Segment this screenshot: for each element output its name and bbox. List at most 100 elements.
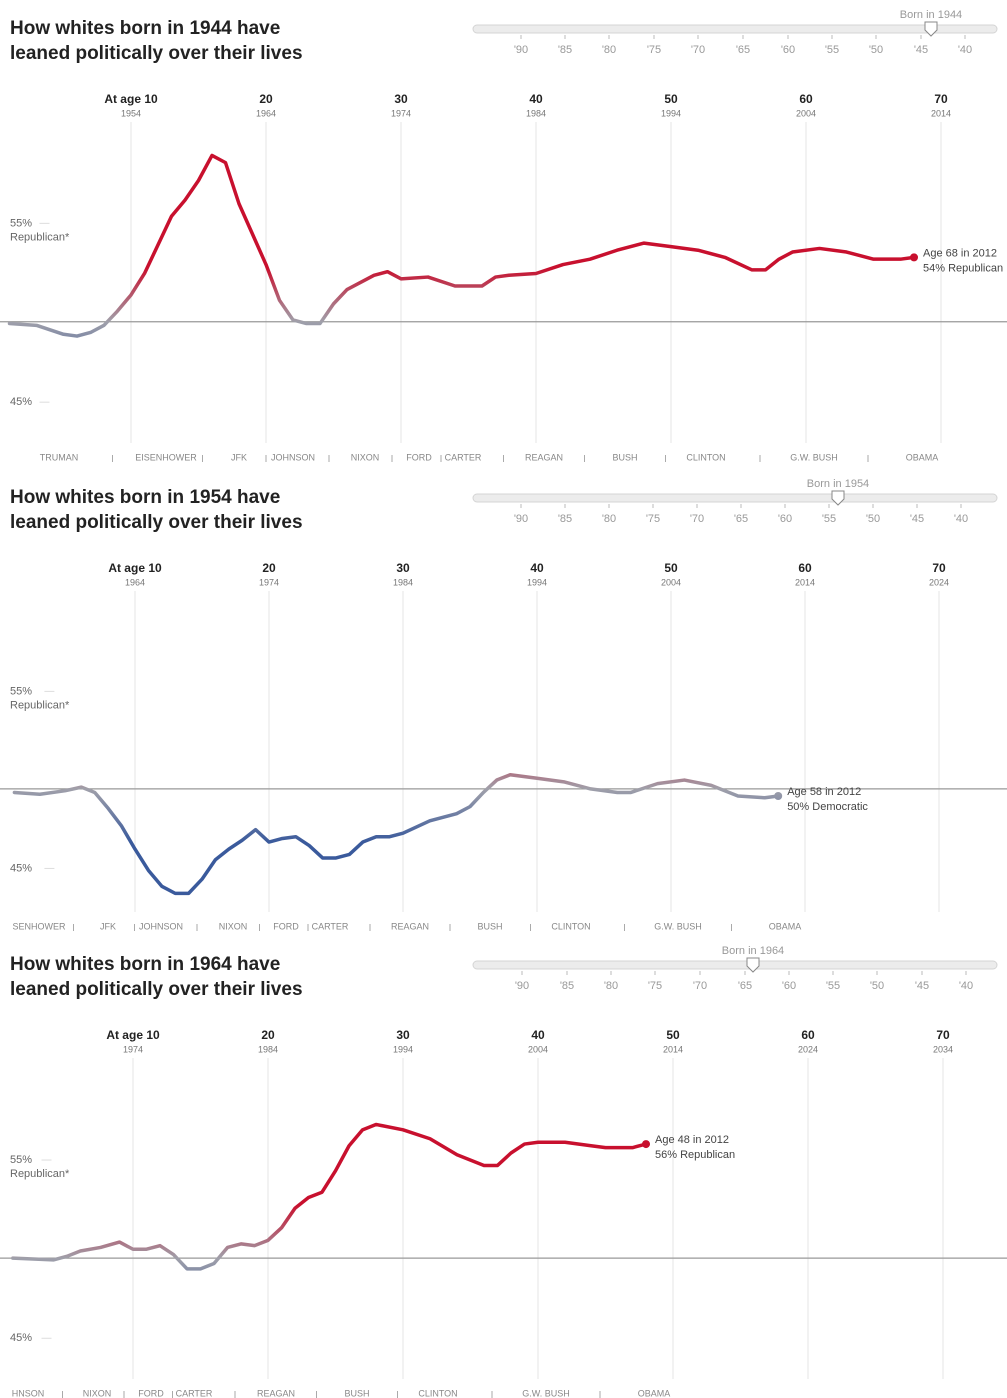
slider-tick-label: '50 bbox=[870, 980, 884, 992]
president-label: CARTER bbox=[445, 452, 482, 462]
end-point bbox=[774, 791, 783, 800]
x-tick-label: 70 bbox=[932, 561, 946, 575]
slider-label: Born in 1944 bbox=[900, 9, 962, 21]
slider-tick-label: '55 bbox=[825, 44, 839, 56]
y-tick-label: 55% bbox=[10, 1154, 32, 1166]
slider-thumb[interactable] bbox=[746, 957, 760, 973]
x-tick-year: 1984 bbox=[393, 577, 413, 587]
president-label: G.W. BUSH bbox=[790, 452, 838, 462]
president-label: NIXON bbox=[219, 921, 248, 931]
slider-tick-label: '75 bbox=[646, 513, 660, 525]
x-tick-year: 2024 bbox=[798, 1044, 818, 1054]
president-label: JOHNSON bbox=[271, 452, 315, 462]
x-tick-label: At age 10 bbox=[106, 1028, 160, 1042]
slider-tick-label: '80 bbox=[602, 44, 616, 56]
president-label: NIXON bbox=[351, 452, 380, 462]
president-label: HNSON bbox=[12, 1388, 45, 1398]
slider-tick-label: '40 bbox=[958, 44, 972, 56]
slider-tick-label: '55 bbox=[822, 513, 836, 525]
x-tick-year: 2014 bbox=[663, 1044, 683, 1054]
slider-tick-label: '85 bbox=[558, 44, 572, 56]
x-tick-year: 1984 bbox=[526, 108, 546, 118]
president-label: SENHOWER bbox=[12, 921, 66, 931]
annotation: Age 68 in 2012 bbox=[923, 247, 997, 259]
y-tick-label: 55% bbox=[10, 217, 32, 229]
slider-tick-label: '85 bbox=[560, 980, 574, 992]
annotation: Age 48 in 2012 bbox=[655, 1134, 729, 1146]
slider-thumb[interactable] bbox=[924, 21, 938, 37]
x-tick-year: 1954 bbox=[121, 108, 141, 118]
x-tick-label: 50 bbox=[664, 92, 678, 106]
x-tick-year: 1974 bbox=[259, 577, 279, 587]
president-label: FORD bbox=[273, 921, 299, 931]
x-tick-label: 40 bbox=[529, 92, 543, 106]
x-tick-year: 1974 bbox=[391, 108, 411, 118]
president-label: CLINTON bbox=[686, 452, 725, 462]
slider-tick-label: '45 bbox=[915, 980, 929, 992]
annotation: 54% Republican bbox=[923, 262, 1003, 274]
x-tick-year: 2024 bbox=[929, 577, 949, 587]
y-axis-label: Republican* bbox=[10, 231, 70, 243]
president-label: OBAMA bbox=[638, 1388, 671, 1398]
y-tick-label: 55% bbox=[10, 685, 32, 697]
slider-tick-label: '85 bbox=[558, 513, 572, 525]
chart-title: How whites born in 1954 have leaned poli… bbox=[10, 487, 303, 533]
series-line bbox=[7, 153, 916, 338]
x-tick-year: 2014 bbox=[795, 577, 815, 587]
x-tick-label: 60 bbox=[799, 92, 813, 106]
x-tick-label: 30 bbox=[396, 561, 410, 575]
president-label: BUSH bbox=[344, 1388, 369, 1398]
slider-thumb[interactable] bbox=[831, 490, 845, 506]
x-tick-year: 2004 bbox=[796, 108, 816, 118]
slider-tick-label: '65 bbox=[736, 44, 750, 56]
slider-tick-label: '60 bbox=[781, 44, 795, 56]
slider-tick-label: '90 bbox=[515, 980, 529, 992]
slider-tick-label: '50 bbox=[869, 44, 883, 56]
president-label: JFK bbox=[100, 921, 116, 931]
slider-tick-label: '70 bbox=[690, 513, 704, 525]
x-tick-label: At age 10 bbox=[104, 92, 158, 106]
president-label: CLINTON bbox=[551, 921, 590, 931]
x-tick-year: 1994 bbox=[527, 577, 547, 587]
slider-track bbox=[472, 24, 998, 34]
y-axis-label: Republican* bbox=[10, 699, 70, 711]
y-tick-label: 45% bbox=[10, 396, 32, 408]
x-tick-label: 20 bbox=[259, 92, 273, 106]
president-label: EISENHOWER bbox=[135, 452, 197, 462]
slider-track bbox=[472, 493, 998, 503]
president-label: OBAMA bbox=[769, 921, 802, 931]
president-label: OBAMA bbox=[906, 452, 939, 462]
president-label: CARTER bbox=[312, 921, 349, 931]
president-label: BUSH bbox=[477, 921, 502, 931]
slider-tick-label: '45 bbox=[910, 513, 924, 525]
slider-tick-label: '90 bbox=[514, 44, 528, 56]
president-label: REAGAN bbox=[525, 452, 563, 462]
end-point bbox=[910, 253, 918, 262]
x-tick-label: 20 bbox=[262, 561, 276, 575]
slider-track bbox=[472, 960, 998, 970]
annotation: 56% Republican bbox=[655, 1149, 735, 1161]
series-line bbox=[12, 772, 780, 896]
slider-tick-label: '40 bbox=[954, 513, 968, 525]
end-point bbox=[642, 1140, 650, 1149]
president-label: CARTER bbox=[176, 1388, 213, 1398]
slider-tick-label: '75 bbox=[647, 44, 661, 56]
slider-tick-label: '65 bbox=[738, 980, 752, 992]
slider-tick-label: '70 bbox=[691, 44, 705, 56]
y-tick-label: 45% bbox=[10, 1332, 32, 1344]
president-label: CLINTON bbox=[418, 1388, 457, 1398]
slider-tick-label: '90 bbox=[514, 513, 528, 525]
x-tick-label: 60 bbox=[798, 561, 812, 575]
x-tick-label: At age 10 bbox=[108, 561, 162, 575]
president-label: BUSH bbox=[612, 452, 637, 462]
president-label: G.W. BUSH bbox=[522, 1388, 570, 1398]
slider-tick-label: '75 bbox=[648, 980, 662, 992]
x-tick-year: 1994 bbox=[393, 1044, 413, 1054]
president-label: G.W. BUSH bbox=[654, 921, 702, 931]
chart-title: How whites born in 1944 have leaned poli… bbox=[10, 18, 303, 64]
president-label: FORD bbox=[406, 452, 432, 462]
slider-label: Born in 1954 bbox=[807, 478, 869, 490]
x-tick-label: 70 bbox=[934, 92, 948, 106]
x-tick-label: 40 bbox=[531, 1028, 545, 1042]
